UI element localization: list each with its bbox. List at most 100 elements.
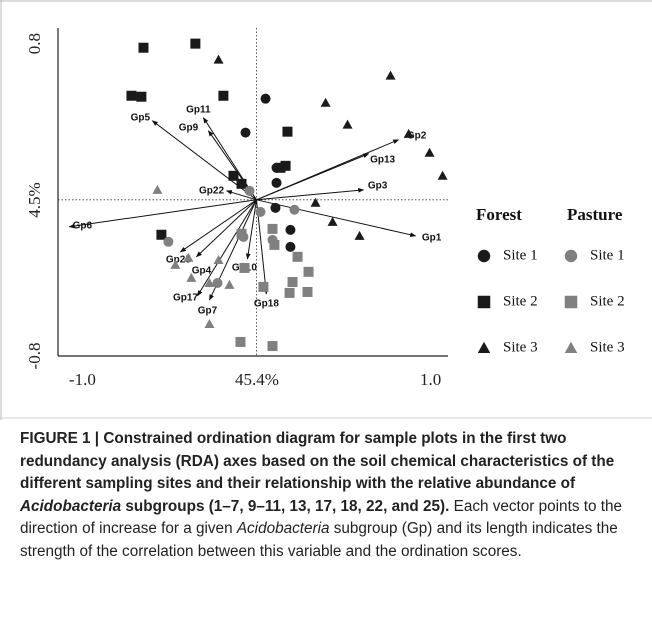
legend-label: Site 3 <box>503 339 538 355</box>
vector-label: Gp17 <box>173 293 198 304</box>
chart: 45.4% 4.5% -1.0 1.0 -0.8 0.8 Gp2 Gp13 Gp3 Gp1 Gp… <box>0 0 652 420</box>
legend-marker <box>564 295 578 309</box>
legend-label: Site 1 <box>590 247 625 263</box>
point <box>240 127 251 138</box>
vector-label: Gp13 <box>370 154 395 165</box>
caption-segment: Acidobacteria <box>236 520 330 537</box>
point <box>285 241 296 252</box>
point <box>303 266 314 277</box>
point <box>269 239 280 250</box>
point <box>170 259 181 269</box>
point <box>267 341 278 352</box>
vector <box>197 199 257 297</box>
legend-label: Site 2 <box>503 293 538 309</box>
caption-segment: subgroups (1–7, 9–11, 13, 17, 18, 22, an… <box>121 497 450 515</box>
point <box>190 38 201 49</box>
vector-label: Gp6 <box>73 220 93 231</box>
point <box>285 224 296 235</box>
point <box>280 160 291 171</box>
vector-label: Gp7 <box>198 306 218 317</box>
point <box>235 336 246 347</box>
caption: FIGURE 1 | Constrained ordination diagra… <box>20 428 632 563</box>
vector <box>68 199 257 229</box>
point <box>218 90 229 101</box>
caption-segment: Acidobacteria <box>20 497 122 515</box>
vector <box>225 190 257 201</box>
legend-marker <box>477 249 491 263</box>
y-axis-label: 4.5% <box>25 182 44 217</box>
vector <box>195 199 257 258</box>
point <box>126 90 137 101</box>
vector <box>256 153 370 201</box>
legend-marker <box>477 341 491 353</box>
vector <box>202 117 257 201</box>
vector-label: Gp18 <box>254 299 279 310</box>
legend-label: Site 1 <box>503 247 538 263</box>
point <box>284 287 295 298</box>
legend-group: Pasture <box>567 205 623 224</box>
x-axis-label: 45.4% <box>235 370 279 389</box>
point <box>310 197 321 207</box>
point <box>258 281 269 292</box>
vector-label: Gp1 <box>422 233 442 244</box>
point <box>212 277 223 288</box>
point <box>327 216 338 226</box>
vector-label: Gp2 <box>407 130 427 141</box>
y-tick-label: 0.8 <box>25 33 44 54</box>
caption-segment: subgroup (Gp) and its length indicates t… <box>20 520 618 560</box>
point <box>320 97 331 107</box>
legend-marker <box>564 341 578 353</box>
point <box>403 128 414 138</box>
point <box>213 254 224 264</box>
point <box>244 185 255 196</box>
point <box>354 230 365 240</box>
vector-label: Gp22 <box>199 185 224 196</box>
point <box>239 262 250 273</box>
point <box>152 184 163 194</box>
point <box>236 178 247 189</box>
point <box>275 162 286 173</box>
vector <box>179 199 257 253</box>
legend-marker <box>564 249 578 263</box>
point <box>136 91 147 102</box>
point <box>255 206 266 217</box>
point <box>287 277 298 288</box>
legend-marker <box>477 295 491 309</box>
vector-label: Gp5 <box>131 112 151 123</box>
caption-segment: Each vector points to the direction of i… <box>20 497 622 538</box>
point <box>437 170 448 180</box>
vector <box>256 199 417 238</box>
point <box>138 42 149 53</box>
y-tick-label: -0.8 <box>25 343 44 370</box>
point <box>228 170 239 181</box>
point <box>186 272 197 282</box>
point <box>267 223 278 234</box>
point <box>385 70 396 80</box>
point <box>292 251 303 262</box>
x-tick-label: 1.0 <box>420 370 441 389</box>
vector-label: Gp3 <box>368 180 388 191</box>
point <box>282 126 293 137</box>
point <box>289 204 300 215</box>
vector-label: Gp4 <box>192 265 212 276</box>
point <box>260 93 271 104</box>
point <box>163 236 174 247</box>
legend-label: Site 3 <box>590 339 625 355</box>
vector-label: Gp9 <box>179 122 199 133</box>
legend-group: Forest <box>476 205 522 224</box>
legend-label: Site 2 <box>590 293 625 309</box>
point <box>213 54 224 64</box>
point <box>271 177 282 188</box>
vector-label: Gp11 <box>186 104 211 115</box>
vector-label: Gp25 <box>166 255 191 266</box>
caption-segment: FIGURE 1 | Constrained ordination diagra… <box>20 430 615 492</box>
point <box>342 119 353 129</box>
vector <box>245 199 257 260</box>
point <box>204 277 215 287</box>
vector <box>256 187 365 201</box>
point <box>302 286 313 297</box>
point <box>424 147 435 157</box>
x-tick-label: -1.0 <box>69 370 96 389</box>
point <box>224 279 235 289</box>
